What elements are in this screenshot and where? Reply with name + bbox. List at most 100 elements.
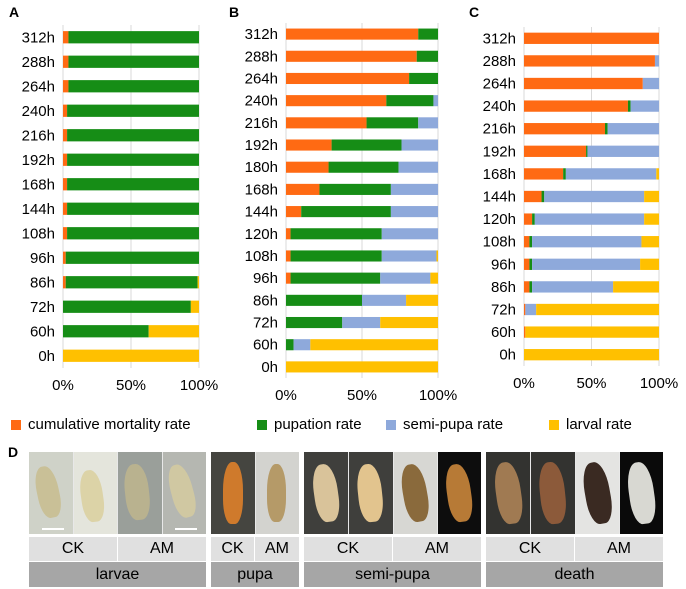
- bar-c-288h-semi-pupa-rate: [654, 55, 659, 67]
- y-tick-a-72h: 72h: [30, 299, 55, 316]
- y-tick-c-312h: 312h: [483, 30, 516, 47]
- bar-c-120h-pupation-rate: [532, 213, 535, 225]
- bar-a-192h-pupation-rate: [67, 153, 199, 166]
- bar-c-86h-pupation-rate: [529, 281, 533, 293]
- legend-item-larval: larval rate: [549, 416, 632, 433]
- bar-a-240h-pupation-rate: [67, 104, 199, 117]
- y-tick-b-312h: 312h: [245, 26, 278, 43]
- x-tick-b-2: 100%: [419, 387, 457, 404]
- bar-c-312h-cumulative-mortality-rate: [524, 32, 659, 44]
- photo-semi-pupa: [304, 452, 481, 534]
- y-tick-a-288h: 288h: [22, 54, 55, 71]
- bar-c-192h-cumulative-mortality-rate: [524, 145, 587, 157]
- bar-c-240h-pupation-rate: [627, 100, 631, 112]
- bar-c-96h-semi-pupa-rate: [532, 258, 641, 270]
- bar-c-108h-pupation-rate: [529, 236, 533, 248]
- bar-b-216h-pupation-rate: [366, 117, 419, 129]
- y-tick-a-60h: 60h: [30, 323, 55, 340]
- bar-a-86h-pupation-rate: [65, 276, 198, 289]
- legend-swatch-larval: [549, 419, 559, 430]
- bar-b-60h-semi-pupa-rate: [293, 339, 311, 351]
- legend-label-mortality: cumulative mortality rate: [28, 416, 191, 433]
- bar-b-0h-larval-rate: [286, 361, 438, 373]
- y-tick-a-86h: 86h: [30, 274, 55, 291]
- y-tick-c-108h: 108h: [483, 234, 516, 251]
- stage-label-semi-pupa: semi-pupa: [304, 562, 481, 587]
- y-tick-b-264h: 264h: [245, 70, 278, 87]
- bar-b-86h-semi-pupa-rate: [362, 294, 407, 306]
- y-tick-c-216h: 216h: [483, 121, 516, 138]
- bar-c-108h-cumulative-mortality-rate: [524, 236, 530, 248]
- bar-c-120h-cumulative-mortality-rate: [524, 213, 533, 225]
- bar-b-96h-cumulative-mortality-rate: [286, 272, 291, 284]
- y-tick-b-240h: 240h: [245, 93, 278, 110]
- bar-a-312h-cumulative-mortality-rate: [63, 31, 69, 44]
- y-tick-b-86h: 86h: [253, 292, 278, 309]
- y-tick-c-192h: 192h: [483, 143, 516, 160]
- chart-panel-c: 312h 288h 264h 240h 216h 192h 168h 144h 120h 108h…: [483, 27, 678, 392]
- chart-panel-b: 312h 288h 264h 240h 216h 192h 180h 168h 144h 120h…: [245, 23, 457, 404]
- bar-c-60h-cumulative-mortality-rate: [524, 326, 526, 338]
- bar-c-240h-cumulative-mortality-rate: [524, 100, 628, 112]
- bar-b-168h-cumulative-mortality-rate: [286, 183, 320, 195]
- group-label-death-ck: CK: [486, 537, 574, 561]
- photo-larvae: [29, 452, 206, 534]
- legend-item-mortality: cumulative mortality rate: [11, 416, 191, 433]
- y-tick-b-288h: 288h: [245, 48, 278, 65]
- legend-label-larval: larval rate: [566, 416, 632, 433]
- photo-panel-d: D: [0, 440, 686, 589]
- legend-label-pupation: pupation rate: [274, 416, 362, 433]
- bar-b-108h-pupation-rate: [290, 250, 382, 262]
- stage-label-death: death: [486, 562, 663, 587]
- bar-b-192h-cumulative-mortality-rate: [286, 139, 332, 151]
- legend-label-semi-pupa: semi-pupa rate: [403, 416, 504, 433]
- bar-b-216h-semi-pupa-rate: [418, 117, 438, 129]
- bar-b-108h-semi-pupa-rate: [381, 250, 437, 262]
- bar-c-240h-semi-pupa-rate: [630, 100, 659, 112]
- bar-c-264h-cumulative-mortality-rate: [524, 77, 643, 90]
- bar-b-288h-pupation-rate: [416, 50, 438, 62]
- bar-b-120h-semi-pupa-rate: [381, 228, 438, 240]
- bar-c-216h-pupation-rate: [605, 123, 608, 135]
- chart-panel-a: 312h 288h 264h 240h 216h 192h 168h 144h 108h 96h 8…: [22, 25, 218, 394]
- bar-c-120h-larval-rate: [644, 213, 659, 225]
- panel-letter-c: C: [469, 4, 479, 20]
- bar-b-240h-pupation-rate: [386, 95, 434, 107]
- bar-c-72h-semi-pupa-rate: [525, 303, 537, 316]
- bar-b-72h-pupation-rate: [286, 316, 343, 329]
- y-tick-b-144h: 144h: [245, 204, 278, 221]
- bar-c-144h-pupation-rate: [541, 190, 545, 203]
- bar-b-144h-semi-pupa-rate: [390, 206, 438, 218]
- legend-swatch-semi-pupa: [386, 419, 396, 430]
- bar-c-96h-cumulative-mortality-rate: [524, 258, 530, 270]
- x-tick-a-0: 0%: [52, 377, 74, 394]
- y-tick-b-216h: 216h: [245, 115, 278, 132]
- y-tick-c-86h: 86h: [491, 279, 516, 296]
- photo-death: [486, 452, 663, 534]
- group-label-larvae-am: AM: [118, 537, 206, 561]
- bar-b-60h-larval-rate: [310, 339, 438, 351]
- bar-b-192h-semi-pupa-rate: [401, 139, 438, 151]
- stacked-bar-charts: A B C 312h 288h 264h 240h 216h 192h 168h 144h 10…: [9, 4, 678, 404]
- bar-c-0h-larval-rate: [524, 349, 659, 361]
- y-tick-b-96h: 96h: [253, 270, 278, 287]
- y-tick-c-0h: 0h: [499, 347, 516, 364]
- bar-a-264h-pupation-rate: [68, 80, 199, 93]
- bar-c-96h-larval-rate: [640, 258, 659, 270]
- bar-b-86h-larval-rate: [406, 294, 438, 306]
- y-tick-c-240h: 240h: [483, 98, 516, 115]
- bar-a-96h-cumulative-mortality-rate: [63, 251, 66, 264]
- group-label-death-am: AM: [575, 537, 663, 561]
- x-tick-c-2: 100%: [640, 375, 678, 392]
- y-tick-a-168h: 168h: [22, 176, 55, 193]
- bar-a-60h-larval-rate: [148, 325, 199, 338]
- group-label-semi-pupa-am: AM: [393, 537, 481, 561]
- bar-c-108h-semi-pupa-rate: [532, 236, 642, 248]
- y-tick-b-72h: 72h: [253, 315, 278, 332]
- y-tick-b-120h: 120h: [245, 226, 278, 243]
- bar-c-120h-semi-pupa-rate: [534, 213, 645, 225]
- bar-a-216h-cumulative-mortality-rate: [63, 129, 68, 142]
- bar-c-144h-cumulative-mortality-rate: [524, 190, 542, 203]
- y-tick-b-0h: 0h: [261, 359, 278, 376]
- bar-c-192h-pupation-rate: [586, 145, 588, 157]
